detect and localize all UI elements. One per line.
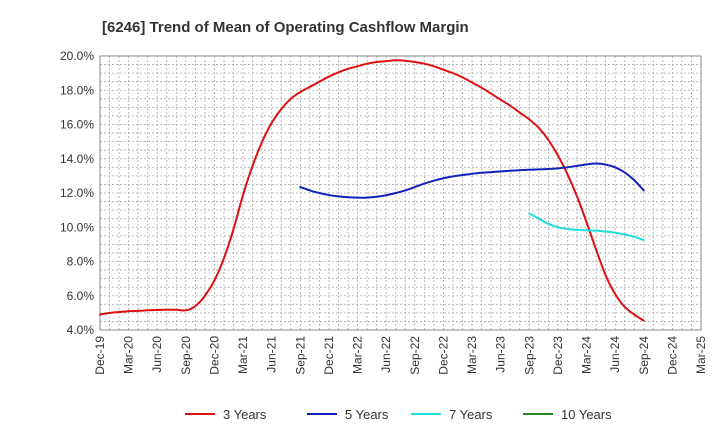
x-tick-label: Sep-20: [179, 336, 193, 375]
x-tick-label: Mar-23: [465, 336, 479, 374]
legend-label-5-years: 5 Years: [345, 407, 389, 422]
y-tick-label: 16.0%: [60, 118, 94, 132]
y-tick-label: 6.0%: [67, 289, 95, 303]
x-tick-label: Mar-22: [351, 336, 365, 374]
series-line-5-years: [299, 162, 645, 199]
plot-border: [99, 55, 702, 331]
x-axis: Dec-19 Mar-20 Jun-20 Sep-20 Dec-20 Mar-21 Jun-…: [93, 336, 708, 375]
x-tick-label: Sep-23: [522, 336, 536, 375]
x-tick-label: Jun-22: [379, 336, 393, 373]
y-tick-label: 18.0%: [60, 83, 94, 97]
x-tick-label: Jun-21: [265, 336, 279, 373]
x-tick-label: Sep-21: [293, 336, 307, 375]
x-tick-label: Dec-20: [207, 336, 221, 375]
chart-title: [6246] Trend of Mean of Operating Cashfl…: [102, 19, 469, 36]
x-tick-label: Mar-25: [694, 336, 708, 374]
legend-label-7-years: 7 Years: [449, 407, 493, 422]
y-tick-label: 10.0%: [60, 220, 94, 234]
x-tick-label: Dec-21: [322, 336, 336, 375]
x-tick-label: Jun-24: [608, 336, 622, 373]
y-tick-label: 14.0%: [60, 152, 94, 166]
legend: 3 Years 5 Years 7 Years 10 Years: [185, 407, 612, 422]
x-tick-label: Sep-22: [408, 336, 422, 375]
x-tick-label: Dec-19: [93, 336, 107, 375]
x-tick-label: Mar-24: [580, 336, 594, 374]
x-tick-label: Dec-22: [436, 336, 450, 375]
x-tick-label: Dec-24: [665, 336, 679, 375]
y-tick-label: 8.0%: [67, 255, 95, 269]
y-tick-label: 12.0%: [60, 186, 94, 200]
legend-label-3-years: 3 Years: [223, 407, 267, 422]
x-tick-label: Jun-20: [150, 336, 164, 373]
x-tick-label: Jun-23: [494, 336, 508, 373]
y-axis: 4.0% 6.0% 8.0% 10.0% 12.0% 14.0% 16.0% 18.0% 20.…: [60, 49, 94, 337]
y-tick-label: 4.0%: [67, 323, 95, 337]
grid: [99, 55, 702, 331]
series-line-3-years: [99, 59, 645, 322]
x-tick-label: Sep-24: [637, 336, 651, 375]
legend-label-10-years: 10 Years: [561, 407, 612, 422]
series-line-7-years: [528, 212, 645, 242]
x-tick-label: Mar-20: [122, 336, 136, 374]
series-lines: [99, 59, 645, 322]
x-tick-label: Mar-21: [236, 336, 250, 374]
x-tick-label: Dec-23: [551, 336, 565, 375]
y-tick-label: 20.0%: [60, 49, 94, 63]
